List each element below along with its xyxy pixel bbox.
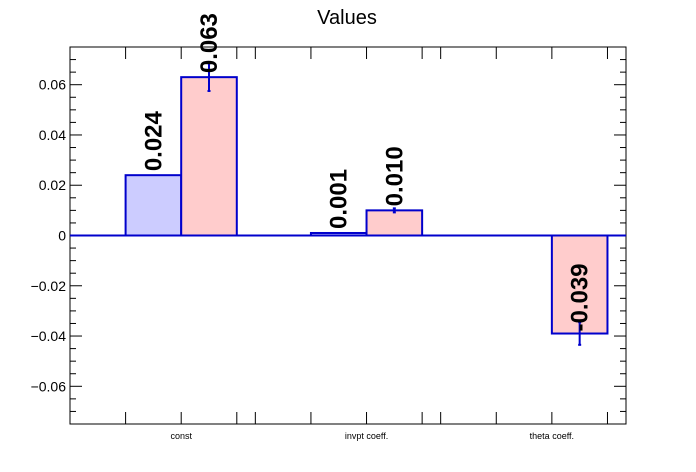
bar-value-label: 0.001 bbox=[326, 169, 353, 229]
bar bbox=[180, 76, 238, 237]
bar-value-labels: 0.024 0.001 0.063 0.010 -0.039 bbox=[140, 13, 593, 331]
bar bbox=[550, 234, 609, 335]
bar bbox=[124, 174, 183, 237]
bar-value-label: 0.063 bbox=[196, 13, 223, 73]
y-tick-label: −0.04 bbox=[31, 328, 67, 344]
bars bbox=[124, 76, 609, 335]
chart-title: Values bbox=[317, 7, 377, 29]
x-category-label: invpt coeff. bbox=[345, 431, 388, 441]
y-tick-label: 0.02 bbox=[39, 177, 66, 193]
axis-ticks: −0.06 −0.04 −0.02 0 0.02 0.04 0.06 const invpt c… bbox=[31, 46, 626, 441]
y-tick-label: 0.04 bbox=[39, 127, 66, 143]
bar-value-label: -0.039 bbox=[567, 263, 594, 331]
y-tick-label: 0.06 bbox=[39, 77, 66, 93]
bar bbox=[365, 209, 424, 237]
y-tick-label: 0 bbox=[58, 228, 66, 244]
x-category-label: const bbox=[170, 431, 192, 441]
y-tick-label: −0.06 bbox=[31, 378, 67, 394]
bar-value-label: 0.010 bbox=[381, 146, 408, 206]
x-category-label: theta coeff. bbox=[530, 431, 574, 441]
y-tick-label: −0.02 bbox=[31, 278, 67, 294]
bar-value-label: 0.024 bbox=[140, 110, 167, 171]
error-bars bbox=[207, 62, 582, 346]
